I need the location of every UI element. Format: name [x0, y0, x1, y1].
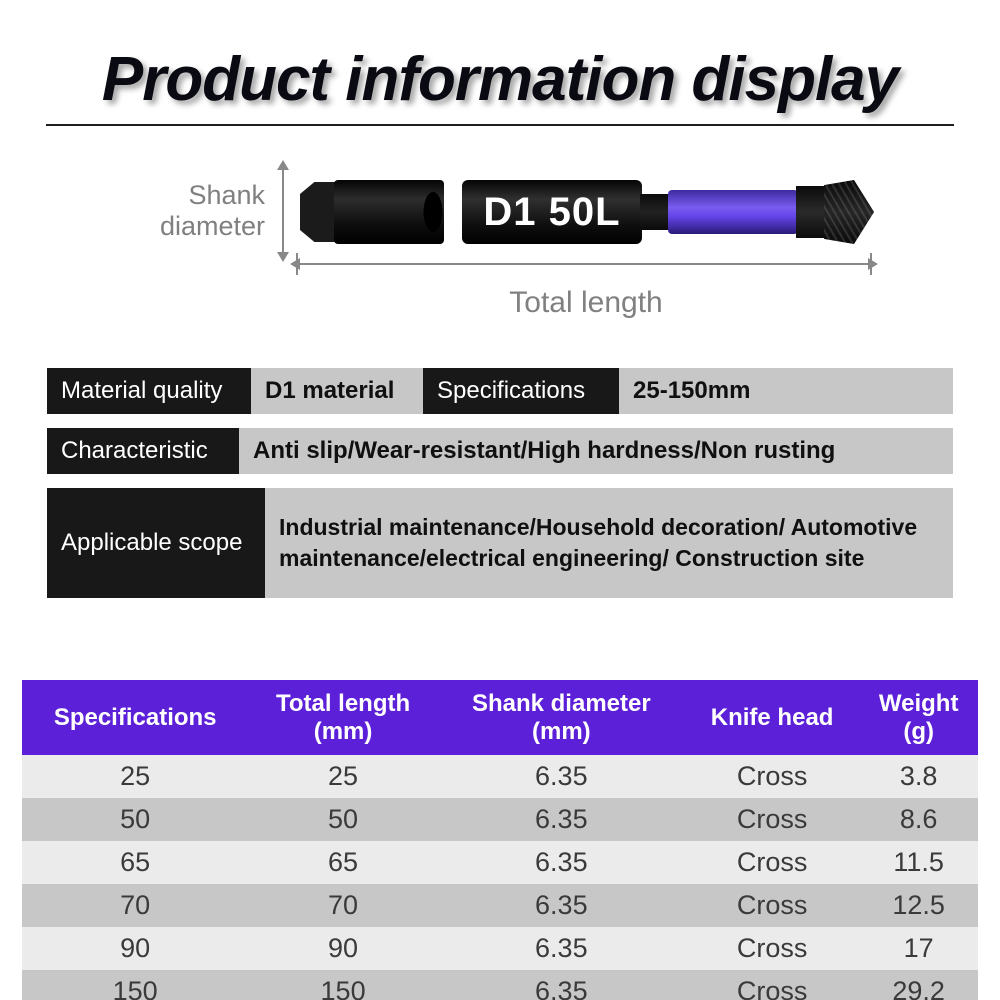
col-shank-diameter: Shank diameter (mm)	[438, 680, 685, 755]
col-weight: Weight (g)	[859, 680, 978, 755]
spec-data-table: Specifications Total length (mm) Shank d…	[22, 680, 978, 1000]
table-cell: Cross	[685, 755, 859, 798]
specifications-label: Specifications	[423, 368, 619, 414]
table-cell: 11.5	[859, 841, 978, 884]
applicable-scope-value: Industrial maintenance/Household decorat…	[265, 488, 953, 598]
table-row: 50506.35Cross8.6	[22, 798, 978, 841]
table-cell: 8.6	[859, 798, 978, 841]
table-row: 70706.35Cross12.5	[22, 884, 978, 927]
spec-table: Specifications Total length (mm) Shank d…	[22, 680, 978, 1000]
product-diagram: Shank diameter D1 50L Total length	[0, 150, 1000, 360]
col-specifications: Specifications	[22, 680, 248, 755]
col-total-length: Total length (mm)	[248, 680, 437, 755]
col-total-length-l2: (mm)	[314, 718, 373, 745]
specifications-value: 25-150mm	[619, 368, 953, 414]
shank-dim-line	[282, 166, 284, 256]
table-cell: 6.35	[438, 755, 685, 798]
table-cell: Cross	[685, 798, 859, 841]
table-cell: 90	[22, 927, 248, 970]
drill-bit-illustration: D1 50L	[300, 172, 870, 252]
info-row-material-spec: Material quality D1 material Specificati…	[47, 368, 953, 414]
bit-hex-shank	[334, 180, 444, 244]
shank-label-line1: Shank	[188, 180, 265, 210]
spec-table-body: 25256.35Cross3.850506.35Cross8.665656.35…	[22, 755, 978, 1000]
table-row: 90906.35Cross17	[22, 927, 978, 970]
applicable-scope-label: Applicable scope	[47, 488, 265, 598]
table-row: 65656.35Cross11.5	[22, 841, 978, 884]
table-cell: 90	[248, 927, 437, 970]
table-cell: 12.5	[859, 884, 978, 927]
bit-tip	[824, 180, 874, 244]
table-cell: 150	[248, 970, 437, 1000]
bit-neck	[640, 194, 670, 230]
shank-diameter-label: Shank diameter	[115, 180, 265, 242]
bit-label-barrel: D1 50L	[462, 180, 642, 244]
col-knife-head: Knife head	[685, 680, 859, 755]
characteristic-label: Characteristic	[47, 428, 239, 474]
table-cell: 6.35	[438, 841, 685, 884]
shank-label-line2: diameter	[160, 211, 265, 241]
table-cell: 50	[22, 798, 248, 841]
table-cell: 25	[248, 755, 437, 798]
length-dim-line	[296, 263, 872, 265]
table-cell: 3.8	[859, 755, 978, 798]
table-cell: 6.35	[438, 798, 685, 841]
col-total-length-l1: Total length	[276, 690, 410, 717]
total-length-label: Total length	[298, 286, 874, 320]
title-divider	[46, 124, 954, 126]
info-block: Material quality D1 material Specificati…	[47, 368, 953, 612]
spec-table-head: Specifications Total length (mm) Shank d…	[22, 680, 978, 755]
table-cell: 6.35	[438, 970, 685, 1000]
col-weight-l1: Weight	[879, 690, 959, 717]
bit-tip-base	[796, 186, 826, 238]
table-cell: 29.2	[859, 970, 978, 1000]
table-cell: Cross	[685, 927, 859, 970]
col-shank-diameter-l1: Shank diameter	[472, 690, 651, 717]
length-dim-arrow-right	[868, 258, 878, 270]
shank-dim-arrow-bottom	[277, 252, 289, 262]
bit-purple-shaft	[668, 190, 798, 234]
table-cell: 65	[248, 841, 437, 884]
page-title: Product information display	[0, 44, 1000, 115]
table-cell: 70	[22, 884, 248, 927]
col-specifications-l1: Specifications	[54, 704, 217, 731]
length-dim-arrow-left	[290, 258, 300, 270]
table-cell: 50	[248, 798, 437, 841]
bit-hex-end	[300, 182, 336, 242]
table-cell: 150	[22, 970, 248, 1000]
characteristic-value: Anti slip/Wear-resistant/High hardness/N…	[239, 428, 953, 474]
table-row: 25256.35Cross3.8	[22, 755, 978, 798]
shank-dim-arrow-top	[277, 160, 289, 170]
table-cell: Cross	[685, 884, 859, 927]
table-row: 1501506.35Cross29.2	[22, 970, 978, 1000]
table-cell: 25	[22, 755, 248, 798]
table-cell: 17	[859, 927, 978, 970]
table-cell: 70	[248, 884, 437, 927]
col-knife-head-l1: Knife head	[711, 704, 834, 731]
col-weight-l2: (g)	[903, 718, 934, 745]
table-cell: 6.35	[438, 884, 685, 927]
spec-table-header-row: Specifications Total length (mm) Shank d…	[22, 680, 978, 755]
info-row-characteristic: Characteristic Anti slip/Wear-resistant/…	[47, 428, 953, 474]
table-cell: Cross	[685, 970, 859, 1000]
table-cell: 65	[22, 841, 248, 884]
material-quality-label: Material quality	[47, 368, 251, 414]
info-row-scope: Applicable scope Industrial maintenance/…	[47, 488, 953, 598]
material-quality-value: D1 material	[251, 368, 423, 414]
table-cell: Cross	[685, 841, 859, 884]
table-cell: 6.35	[438, 927, 685, 970]
col-shank-diameter-l2: (mm)	[532, 718, 591, 745]
